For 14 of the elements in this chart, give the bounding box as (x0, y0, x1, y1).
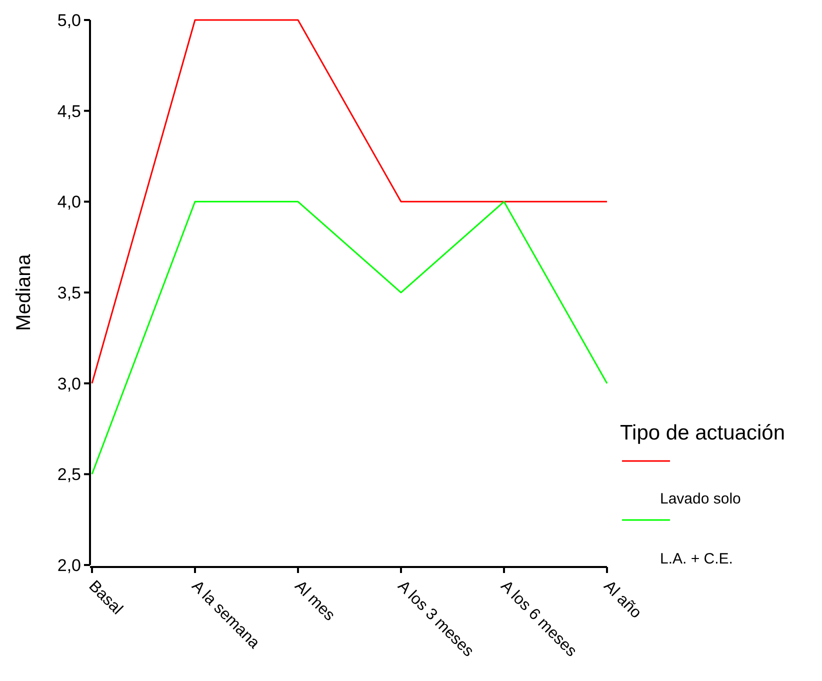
y-tick-label: 3,0 (57, 374, 81, 394)
x-tick-label: Al mes (291, 578, 338, 624)
y-tick-label: 2,5 (57, 465, 81, 484)
y-tick-label: 3,5 (57, 283, 81, 302)
text: L.A. + C.E. (660, 550, 733, 568)
text: Lavado solo (660, 490, 741, 508)
y-tick-label: 2,0 (57, 556, 81, 575)
y-tick-label: 5,0 (57, 10, 81, 30)
y-tick-label: 4,0 (57, 192, 81, 212)
x-tick-label: Al año (600, 578, 644, 622)
legend-title: Tipo de actuación (620, 421, 785, 444)
y-tick-label: 4,5 (57, 102, 81, 121)
line-series (91, 200, 608, 475)
y-axis-title: Mediana (13, 253, 35, 331)
